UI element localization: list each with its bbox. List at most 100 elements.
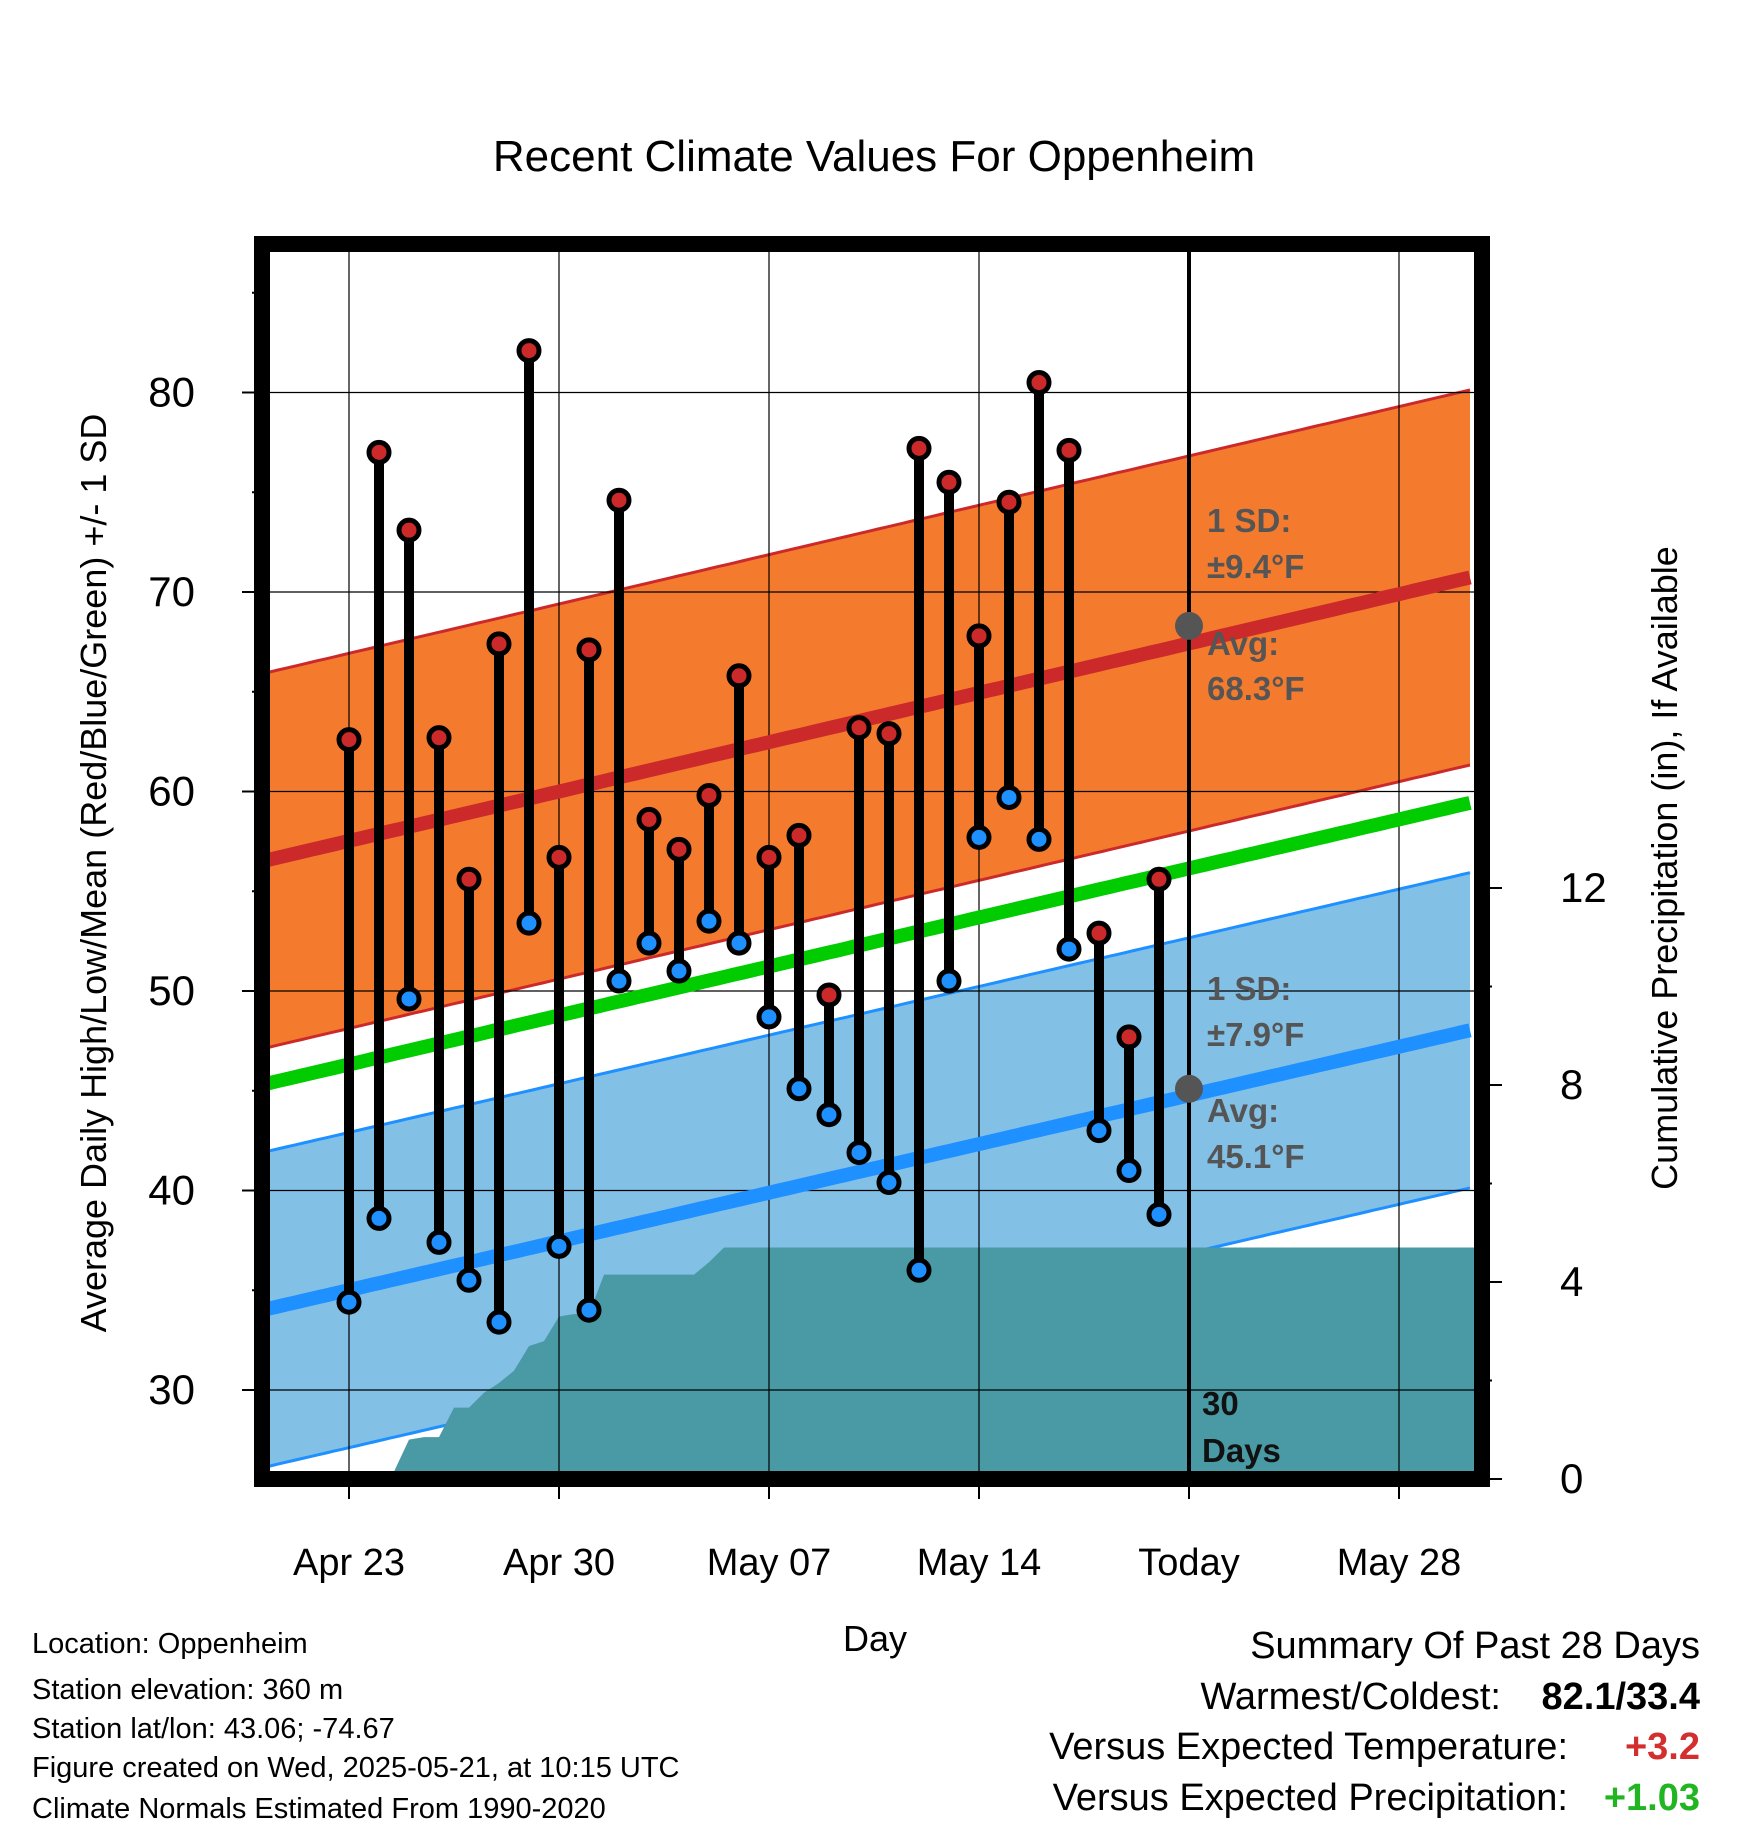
daily-high-point: [1116, 1024, 1142, 1050]
summary-heading: Summary Of Past 28 Days: [1250, 1625, 1700, 1667]
daily-high-point: [1146, 866, 1172, 892]
x-axis-label: Day: [842, 1618, 908, 1659]
daily-high-point: [846, 715, 872, 741]
daily-high-point: [966, 623, 992, 649]
daily-high-point: [576, 637, 602, 663]
daily-high-point: [786, 822, 812, 848]
footer-elevation: Station elevation: 360 m: [32, 1674, 344, 1706]
daily-low-point: [936, 968, 962, 994]
daily-high-point: [546, 844, 572, 870]
low-avg-value: 45.1°F: [1207, 1138, 1305, 1175]
daily-high-point: [516, 338, 542, 364]
plot-frame: [254, 236, 1490, 1487]
daily-low-point: [546, 1233, 572, 1259]
footer-normals: Climate Normals Estimated From 1990-2020: [32, 1793, 606, 1825]
high-band-upper-edge: [261, 388, 1471, 676]
high-sd-value: ±9.4°F: [1207, 548, 1304, 585]
daily-low-point: [636, 930, 662, 956]
daily-low-point: [726, 930, 752, 956]
x-tick-label: Apr 23: [293, 1542, 405, 1584]
y2-tick-label: 12: [1560, 864, 1607, 911]
x-tick-label: May 28: [1337, 1542, 1462, 1584]
daily-low-point: [516, 910, 542, 936]
y-axis: 30 40 50 60 70 80: [148, 291, 262, 1413]
normal-low-line: [260, 1023, 1472, 1318]
y2-axis: 0 4 8 12: [1482, 864, 1607, 1502]
daily-low-point: [996, 784, 1022, 810]
y2-axis-label: Cumulative Precipitation (in), If Availa…: [1644, 546, 1685, 1190]
y2-tick-label: 4: [1560, 1258, 1583, 1305]
daily-low-point: [606, 968, 632, 994]
daily-low-point: [1116, 1158, 1142, 1184]
chart-title: Recent Climate Values For Oppenheim: [492, 132, 1256, 181]
y-tick-label: 60: [148, 768, 195, 815]
precip-anomaly-label: Versus Expected Precipitation:: [1052, 1777, 1568, 1819]
x-axis: Apr 23 Apr 30 May 07 May 14 Today May 28: [293, 1479, 1461, 1584]
y2-tick-label: 0: [1560, 1455, 1583, 1502]
normal-mean-line: [260, 796, 1472, 1092]
today-avg-high-marker: [1175, 611, 1203, 640]
daily-high-point: [816, 982, 842, 1008]
daily-low-point: [1146, 1201, 1172, 1227]
y-tick-label: 80: [148, 369, 195, 416]
daily-low-point: [786, 1076, 812, 1102]
footer-location: Location: Oppenheim: [32, 1628, 308, 1660]
precipitation-area: [262, 1247, 1476, 1479]
daily-low-point: [396, 986, 422, 1012]
daily-low-point: [576, 1297, 602, 1323]
daily-high-point: [366, 439, 392, 465]
daily-low-point: [906, 1257, 932, 1283]
daily-low-point: [816, 1102, 842, 1128]
warmest-coldest-label: Warmest/Coldest:: [1200, 1676, 1501, 1718]
y-tick-label: 50: [148, 967, 195, 1014]
low-band-upper-edge: [261, 871, 1471, 1155]
y-tick-label: 30: [148, 1366, 195, 1413]
x-tick-label: May 14: [917, 1542, 1042, 1584]
daily-high-point: [996, 489, 1022, 515]
daily-low-point: [366, 1205, 392, 1231]
temp-anomaly-value: +3.2: [1624, 1726, 1700, 1768]
daily-high-point: [906, 435, 932, 461]
daily-low-point: [666, 958, 692, 984]
daily-low-point: [966, 824, 992, 850]
daily-high-point: [456, 866, 482, 892]
days-window-number: 30: [1202, 1385, 1239, 1422]
daily-low-point: [426, 1229, 452, 1255]
daily-high-point: [606, 487, 632, 513]
footer-created: Figure created on Wed, 2025-05-21, at 10…: [32, 1752, 680, 1784]
days-window-label: Days: [1202, 1432, 1281, 1469]
daily-high-point: [1056, 437, 1082, 463]
precip-anomaly-value: +1.03: [1603, 1777, 1700, 1819]
y-axis-label: Average Daily High/Low/Mean (Red/Blue/Gr…: [73, 413, 114, 1333]
today-avg-low-marker: [1175, 1074, 1203, 1103]
high-band-lower-edge: [261, 763, 1471, 1051]
x-tick-label: May 07: [707, 1542, 832, 1584]
daily-low-point: [336, 1289, 362, 1315]
low-sd-label: 1 SD:: [1207, 970, 1291, 1007]
daily-low-point: [1026, 826, 1052, 852]
daily-high-point: [336, 727, 362, 753]
daily-high-point: [1086, 920, 1112, 946]
daily-low-point: [1056, 936, 1082, 962]
x-tick-label: Apr 30: [503, 1542, 615, 1584]
daily-low-point: [456, 1267, 482, 1293]
y-tick-label: 40: [148, 1167, 195, 1214]
temp-anomaly-label: Versus Expected Temperature:: [1049, 1726, 1568, 1768]
low-avg-label: Avg:: [1207, 1092, 1279, 1129]
daily-low-point: [756, 1004, 782, 1030]
daily-low-point: [696, 908, 722, 934]
daily-high-point: [486, 631, 512, 657]
daily-low-point: [876, 1170, 902, 1196]
daily-high-point: [876, 721, 902, 747]
daily-high-point: [636, 806, 662, 832]
footer-latlon: Station lat/lon: 43.06; -74.67: [32, 1713, 395, 1745]
low-sd-value: ±7.9°F: [1207, 1016, 1304, 1053]
daily-bars: [336, 338, 1172, 1335]
daily-high-point: [936, 469, 962, 495]
x-tick-label: Today: [1138, 1542, 1239, 1584]
daily-high-point: [426, 725, 452, 751]
high-sd-label: 1 SD:: [1207, 502, 1291, 539]
daily-high-point: [726, 663, 752, 689]
high-avg-label: Avg:: [1207, 625, 1279, 662]
